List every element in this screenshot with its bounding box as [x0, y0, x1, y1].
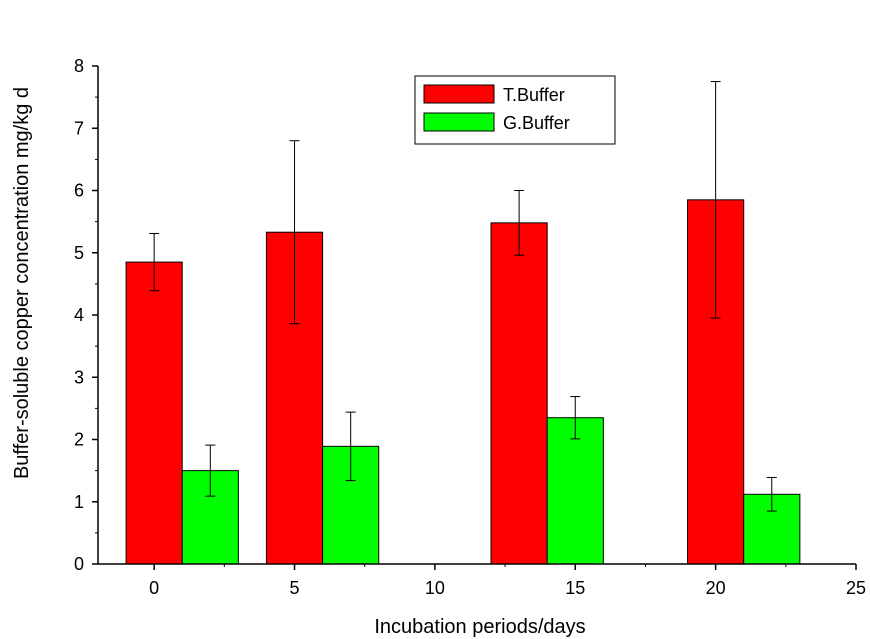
x-tick-label: 5	[290, 578, 300, 598]
x-tick-label: 25	[846, 578, 866, 598]
bar-1-2	[546, 417, 604, 565]
y-tick-label: 7	[74, 118, 84, 138]
x-ticks: 0 5 10 15 20 25	[149, 564, 866, 598]
y-tick-label: 4	[74, 305, 84, 325]
x-axis-title: Incubation periods/days	[374, 616, 585, 638]
legend-label-1: G.Buffer	[503, 113, 570, 133]
error-bars-layer	[149, 81, 777, 512]
x-tick-label: 0	[149, 578, 159, 598]
bar-0-2	[490, 222, 548, 565]
legend-swatch-1	[423, 112, 495, 132]
y-tick-label: 5	[74, 243, 84, 263]
x-tick-label: 20	[706, 578, 726, 598]
bar-0-0	[125, 261, 183, 565]
y-tick-label: 8	[74, 56, 84, 76]
bars-layer	[125, 199, 801, 565]
y-ticks: 0 1 2 3 4 5 6 7 8	[74, 56, 98, 574]
y-tick-label: 0	[74, 554, 84, 574]
y-tick-label: 3	[74, 367, 84, 387]
y-tick-label: 1	[74, 492, 84, 512]
y-tick-label: 6	[74, 181, 84, 201]
y-axis-title: Buffer-soluble copper concentration mg/k…	[11, 87, 33, 479]
x-tick-label: 15	[565, 578, 585, 598]
legend: T.Buffer G.Buffer	[414, 75, 616, 145]
legend-swatch-0	[423, 84, 495, 104]
legend-label-0: T.Buffer	[503, 85, 565, 105]
x-tick-label: 10	[425, 578, 445, 598]
y-tick-label: 2	[74, 430, 84, 450]
